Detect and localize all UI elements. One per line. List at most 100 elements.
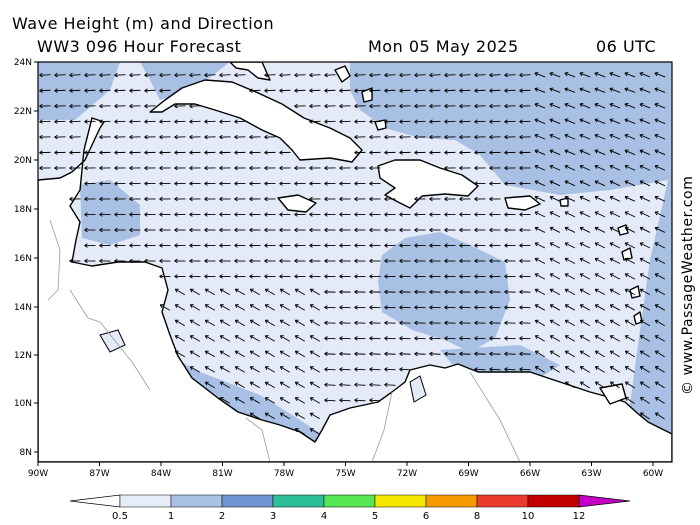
wave-arrow <box>369 258 381 264</box>
wave-arrow <box>444 351 456 357</box>
wave-arrow <box>114 196 126 202</box>
wave-arrow <box>204 181 216 186</box>
wave-arrow <box>294 258 306 264</box>
wave-arrow <box>84 243 96 248</box>
wave-arrow <box>144 134 156 140</box>
wave-arrow <box>624 257 636 264</box>
wave-arrow <box>459 88 471 93</box>
wave-arrow <box>579 211 591 218</box>
wave-arrow <box>654 149 666 156</box>
wave-arrow <box>474 243 486 248</box>
wave-arrow <box>504 351 516 357</box>
wave-arrow <box>609 180 621 187</box>
wave-arrow <box>309 428 320 435</box>
wave-arrow <box>549 226 561 233</box>
wave-arrow <box>474 134 486 140</box>
wave-arrow <box>279 72 291 78</box>
wave-arrow <box>624 288 636 296</box>
wave-arrow <box>294 335 305 342</box>
wave-arrow <box>294 165 306 171</box>
wave-arrow <box>144 88 156 93</box>
wave-arrow <box>309 274 321 279</box>
lon-label: 87W <box>89 469 109 479</box>
wave-arrow <box>354 243 366 248</box>
wave-arrow <box>129 258 141 264</box>
wave-arrow <box>594 381 605 389</box>
wave-arrow <box>369 382 381 388</box>
wave-arrow <box>534 118 546 124</box>
wave-arrow <box>459 196 471 202</box>
wave-arrow <box>444 227 456 233</box>
wave-arrow <box>369 274 381 279</box>
wave-arrow <box>639 366 650 373</box>
wave-arrow <box>204 212 216 217</box>
wave-arrow <box>414 351 426 357</box>
wave-arrow <box>309 412 320 420</box>
wave-arrow <box>339 351 351 357</box>
wave-arrow <box>144 258 156 264</box>
wave-arrow <box>399 119 411 124</box>
wave-arrow <box>654 102 666 109</box>
wave-arrow <box>99 88 111 93</box>
wave-arrow <box>339 336 351 341</box>
wave-arrow <box>159 72 171 78</box>
wave-arrow <box>414 212 426 217</box>
wave-arrow <box>534 304 546 311</box>
wave-arrow <box>624 366 635 373</box>
wave-arrow <box>624 149 636 156</box>
wave-arrow <box>654 226 666 233</box>
wave-arrow <box>219 165 231 171</box>
wave-arrow <box>564 102 576 109</box>
wave-arrow <box>369 181 381 186</box>
wave-arrow <box>549 149 561 156</box>
wave-arrow <box>594 288 606 296</box>
wave-arrow <box>654 397 665 404</box>
wave-arrow <box>534 87 546 93</box>
wave-arrow <box>459 336 471 341</box>
wave-arrow <box>69 134 81 140</box>
land-cuba <box>149 79 363 163</box>
wave-arrow <box>654 273 666 280</box>
wave-arrow <box>144 227 156 233</box>
wave-arrow <box>339 181 351 186</box>
wave-arrow <box>444 258 456 264</box>
legend-label: 0.5 <box>112 511 128 522</box>
wave-arrow <box>159 181 171 186</box>
wave-arrow <box>99 212 111 217</box>
wave-arrow <box>249 212 261 217</box>
wave-arrow <box>144 103 156 109</box>
wave-arrow <box>444 119 456 124</box>
wave-arrow <box>204 350 215 358</box>
wave-arrow <box>414 88 426 93</box>
wave-arrow <box>369 289 381 295</box>
wave-arrow <box>99 258 111 264</box>
wave-arrow <box>249 288 260 296</box>
wave-arrow <box>174 319 185 327</box>
wave-arrow <box>429 119 441 124</box>
wave-arrow <box>534 180 546 187</box>
legend-swatch <box>527 494 580 508</box>
legend-swatch <box>425 494 478 508</box>
wave-arrow <box>549 211 561 218</box>
wave-arrow <box>339 258 351 264</box>
wave-arrow <box>309 397 320 404</box>
wave-arrow <box>384 367 396 372</box>
wave-arrow <box>54 88 66 93</box>
wave-arrow <box>519 320 531 326</box>
wave-arrow <box>624 211 636 218</box>
wave-arrow <box>504 320 516 326</box>
wave-arrow <box>519 165 531 171</box>
wave-arrow <box>474 196 486 202</box>
legend-label: 5 <box>372 511 378 522</box>
wave-arrow <box>549 366 560 373</box>
wave-arrow <box>144 165 156 171</box>
wave-arrow <box>444 150 456 155</box>
wave-arrow <box>414 227 426 233</box>
wave-arrow <box>219 181 231 186</box>
wave-arrow <box>129 196 141 202</box>
land-lesser-antilles <box>621 247 633 261</box>
wave-arrow <box>114 88 126 93</box>
wave-arrow <box>564 149 576 156</box>
wave-arrow <box>219 319 230 327</box>
wave-arrow <box>429 103 441 109</box>
